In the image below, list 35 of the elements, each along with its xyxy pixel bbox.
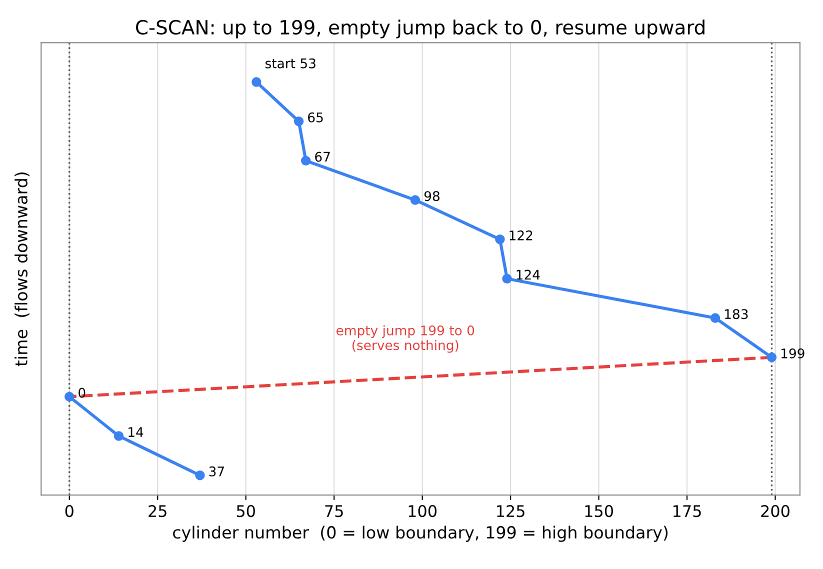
point	[195, 470, 205, 480]
point	[766, 352, 777, 362]
x-tick-label: 175	[674, 505, 701, 518]
point	[114, 431, 124, 441]
point	[252, 77, 262, 87]
x-tick-label: 100	[408, 505, 436, 518]
data-label: 122	[510, 230, 532, 240]
y-axis-title: time (flows downward)	[14, 172, 30, 366]
point	[294, 116, 304, 126]
data-label: 183	[725, 309, 748, 320]
point	[710, 313, 720, 323]
data-label: 98	[424, 191, 440, 202]
data-label: 65	[308, 112, 323, 122]
x-tick-label: 125	[497, 505, 524, 518]
point	[495, 234, 505, 244]
x-tick-label: 0	[65, 505, 74, 518]
annotation: empty jump 199 to 0 (serves nothing)	[336, 325, 474, 353]
data-label: 67	[315, 152, 330, 162]
point	[410, 195, 420, 205]
data-label: 199	[782, 348, 804, 358]
x-tick-label: 50	[236, 505, 255, 518]
chart-title: C-SCAN: up to 199, empty jump back to 0, resume upward	[136, 20, 704, 38]
x-tick-label: 150	[585, 505, 613, 518]
data-label: 37	[209, 466, 224, 476]
x-axis-title: cylinder number (0 = low boundary, 199 = high boundary)	[173, 526, 668, 542]
data-label: 124	[516, 270, 540, 280]
data-label: start 53	[265, 58, 316, 68]
x-tick-label: 25	[148, 505, 166, 518]
x-tick-label: 200	[761, 505, 790, 518]
point	[502, 274, 512, 284]
x-tick-label: 75	[325, 505, 343, 518]
data-label: 14	[128, 427, 144, 437]
data-label: 0	[78, 388, 86, 398]
point	[64, 392, 74, 402]
point	[300, 156, 311, 166]
